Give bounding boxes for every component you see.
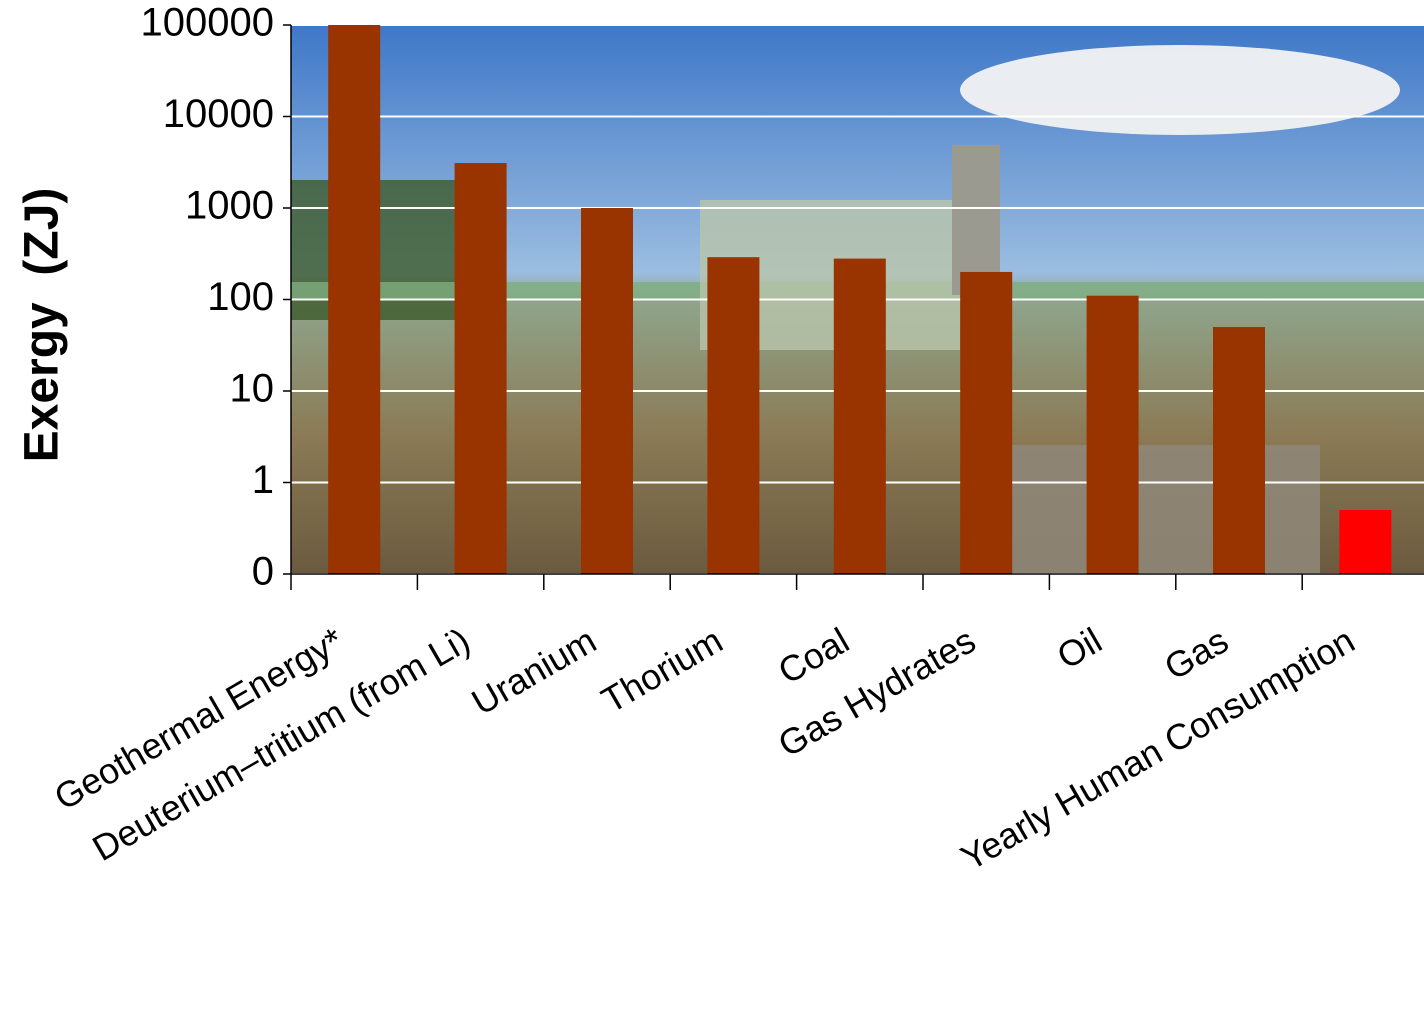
x-tick-label: Coal: [771, 619, 856, 692]
bar: [1213, 327, 1265, 574]
background-stack: [952, 145, 1000, 295]
y-tick-label: 0: [252, 550, 274, 594]
x-tick-label: Thorium: [595, 619, 730, 721]
y-tick-label: 100: [207, 275, 274, 319]
y-tick-label: 1000: [185, 184, 274, 228]
bar: [581, 208, 633, 574]
bar: [833, 258, 886, 574]
bar: [1339, 510, 1392, 574]
x-tick-label: Yearly Human Consumption: [954, 619, 1362, 878]
background-smoke: [960, 45, 1400, 135]
x-tick-label: Oil: [1050, 619, 1109, 677]
x-tick-label: Gas: [1157, 619, 1235, 688]
bar: [454, 163, 507, 574]
y-tick-label: 1: [252, 458, 274, 502]
y-tick-label: 100000: [141, 1, 274, 45]
y-tick-label: 10: [230, 367, 275, 411]
y-axis-title: Exergy (ZJ): [16, 188, 69, 463]
bar: [960, 271, 1013, 574]
background-shed: [1010, 445, 1320, 574]
x-tick-label: Uranium: [465, 619, 603, 723]
bar: [328, 25, 381, 574]
bar: [1086, 295, 1139, 574]
y-tick-label: 10000: [163, 92, 274, 136]
bar: [707, 257, 760, 574]
